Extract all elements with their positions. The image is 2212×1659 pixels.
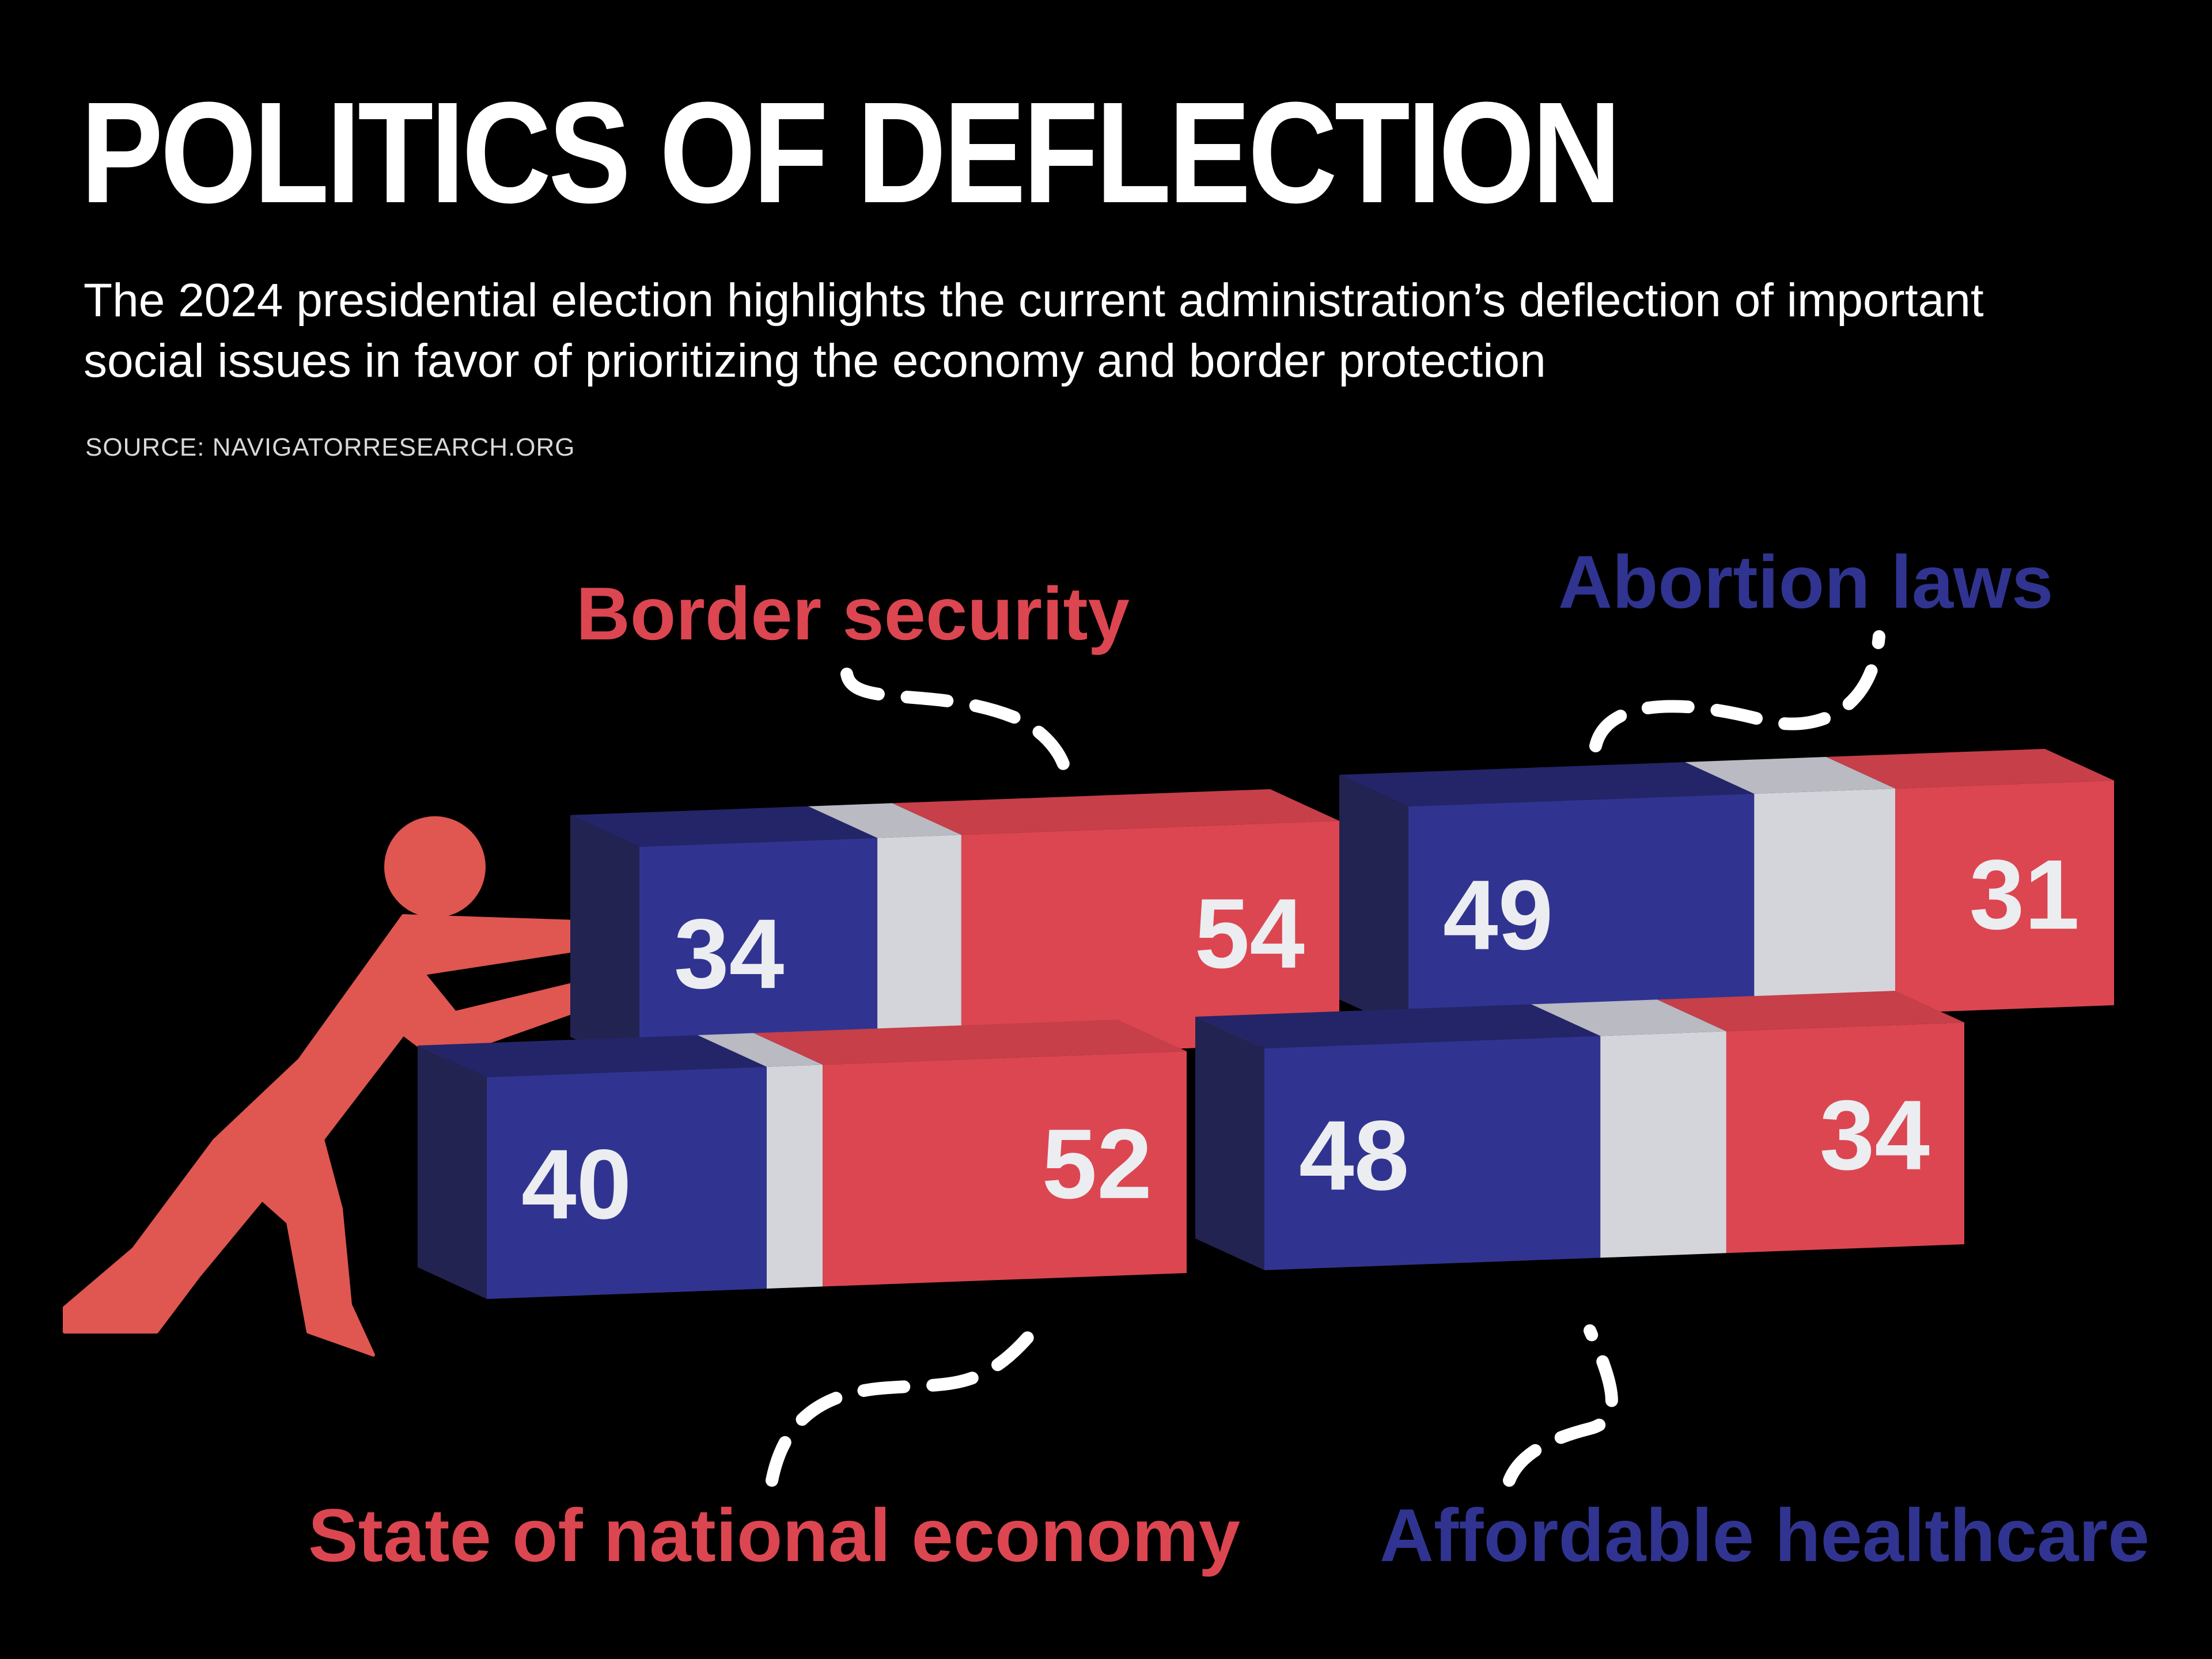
- value-label-blue: 49: [1443, 860, 1553, 971]
- bar-neutral: [1600, 1031, 1726, 1258]
- stacked-blocks: 34 54 49 31 40 52 48 34: [418, 749, 2114, 1299]
- value-label-blue: 48: [1299, 1100, 1409, 1211]
- source-note: SOURCE: NAVIGATORRESEARCH.ORG: [85, 433, 575, 461]
- category-label: Affordable healthcare: [1380, 1493, 2149, 1577]
- value-label-red: 31: [1969, 839, 2080, 950]
- bar-red: [961, 821, 1339, 1057]
- connector-healthcare: [1503, 1324, 1618, 1487]
- bar-neutral-top: [1531, 999, 1726, 1036]
- bar-neutral-top: [808, 803, 961, 838]
- connector-lines: [766, 630, 1885, 1487]
- bar-blue: [1408, 793, 1755, 1031]
- bar-red-top: [1826, 749, 2114, 789]
- stacked-bar: 48 34: [1195, 991, 1964, 1270]
- value-label-blue: 40: [521, 1129, 631, 1240]
- bar-red-top: [892, 789, 1339, 835]
- stacked-bar: 40 52: [418, 1020, 1187, 1299]
- bar-blue: [1264, 1036, 1601, 1270]
- bar-side-face: [1339, 775, 1408, 1031]
- bar-neutral: [877, 835, 961, 1060]
- bar-blue-top: [1195, 1004, 1601, 1048]
- bar-neutral-top: [698, 1033, 823, 1067]
- bar-blue-top: [1339, 762, 1755, 806]
- bar-red: [1726, 1022, 1964, 1253]
- bar-neutral: [767, 1065, 823, 1289]
- bar-side-face: [570, 815, 639, 1069]
- bar-blue-top: [418, 1035, 767, 1077]
- pushing-figure-icon: [63, 816, 584, 1357]
- bar-red-top: [1657, 991, 1964, 1032]
- connector-abortion-laws: [1589, 630, 1885, 752]
- bar-red: [823, 1051, 1187, 1287]
- bar-side-face: [418, 1046, 487, 1299]
- value-label-red: 34: [1820, 1080, 1930, 1191]
- stacked-bar: 49 31: [1339, 749, 2114, 1031]
- connector-national-economy: [766, 1327, 1037, 1487]
- value-label-blue: 34: [674, 899, 784, 1009]
- chart-title: POLITICS OF DEFLECTION: [81, 72, 1622, 233]
- category-label: Abortion laws: [1558, 540, 2053, 624]
- category-label: Border security: [576, 571, 1130, 656]
- bar-neutral-top: [1685, 756, 1896, 794]
- value-label-red: 52: [1042, 1109, 1152, 1219]
- bar-red: [1895, 781, 2114, 1013]
- bar-side-face: [1195, 1017, 1264, 1270]
- category-label: State of national economy: [308, 1493, 1240, 1577]
- stacked-bar: 34 54: [570, 789, 1339, 1069]
- bar-neutral: [1754, 788, 1896, 1018]
- chart-subtitle: The 2024 presidential election highlight…: [84, 274, 1984, 387]
- bar-blue: [487, 1067, 767, 1299]
- bar-red-top: [753, 1020, 1187, 1065]
- bar-blue-top: [570, 806, 878, 847]
- value-label-red: 54: [1195, 878, 1305, 989]
- connector-border-security: [840, 668, 1072, 781]
- bar-blue: [639, 838, 878, 1069]
